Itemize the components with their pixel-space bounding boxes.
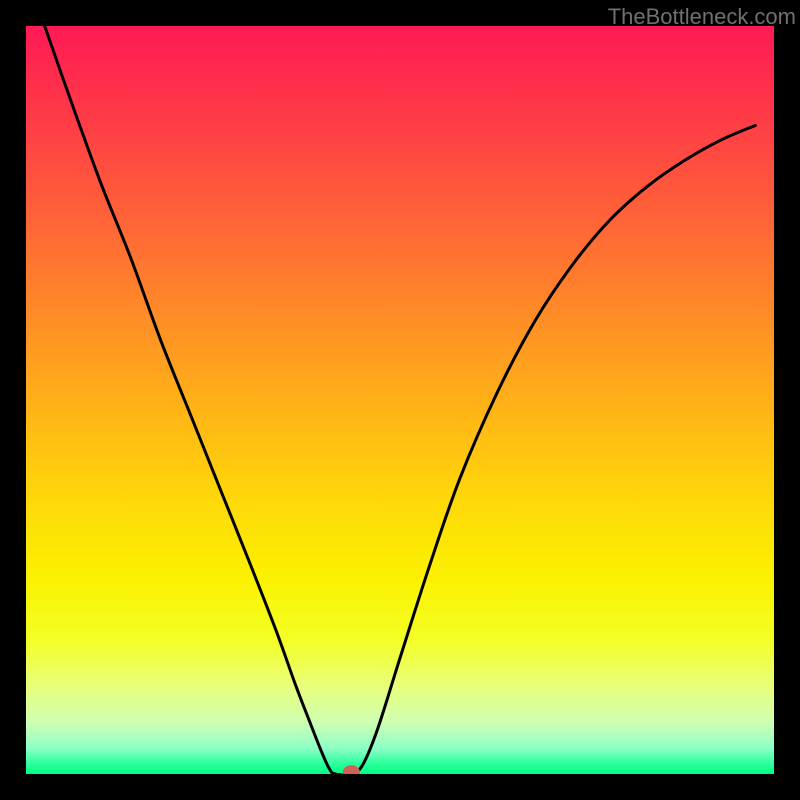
plot-area xyxy=(26,26,774,774)
plot-svg xyxy=(26,26,774,774)
watermark-text: TheBottleneck.com xyxy=(608,4,796,30)
bottleneck-chart: TheBottleneck.com xyxy=(0,0,800,800)
optimal-point-marker xyxy=(343,766,359,774)
